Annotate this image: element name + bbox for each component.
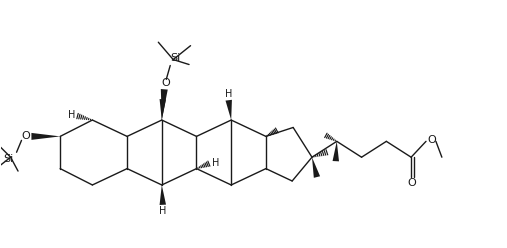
Text: O: O: [408, 179, 416, 188]
Polygon shape: [161, 89, 168, 120]
Text: O: O: [161, 78, 170, 88]
Polygon shape: [160, 185, 166, 205]
Text: H: H: [159, 206, 166, 216]
Polygon shape: [31, 133, 60, 140]
Text: Si: Si: [170, 53, 180, 62]
Polygon shape: [160, 99, 166, 120]
Text: H: H: [68, 110, 75, 120]
Text: H: H: [225, 89, 232, 99]
Polygon shape: [226, 100, 232, 120]
Text: Si: Si: [4, 154, 14, 164]
Text: O: O: [21, 131, 30, 141]
Text: H: H: [211, 158, 219, 168]
Text: O: O: [427, 135, 437, 145]
Polygon shape: [333, 141, 339, 161]
Polygon shape: [312, 157, 320, 178]
